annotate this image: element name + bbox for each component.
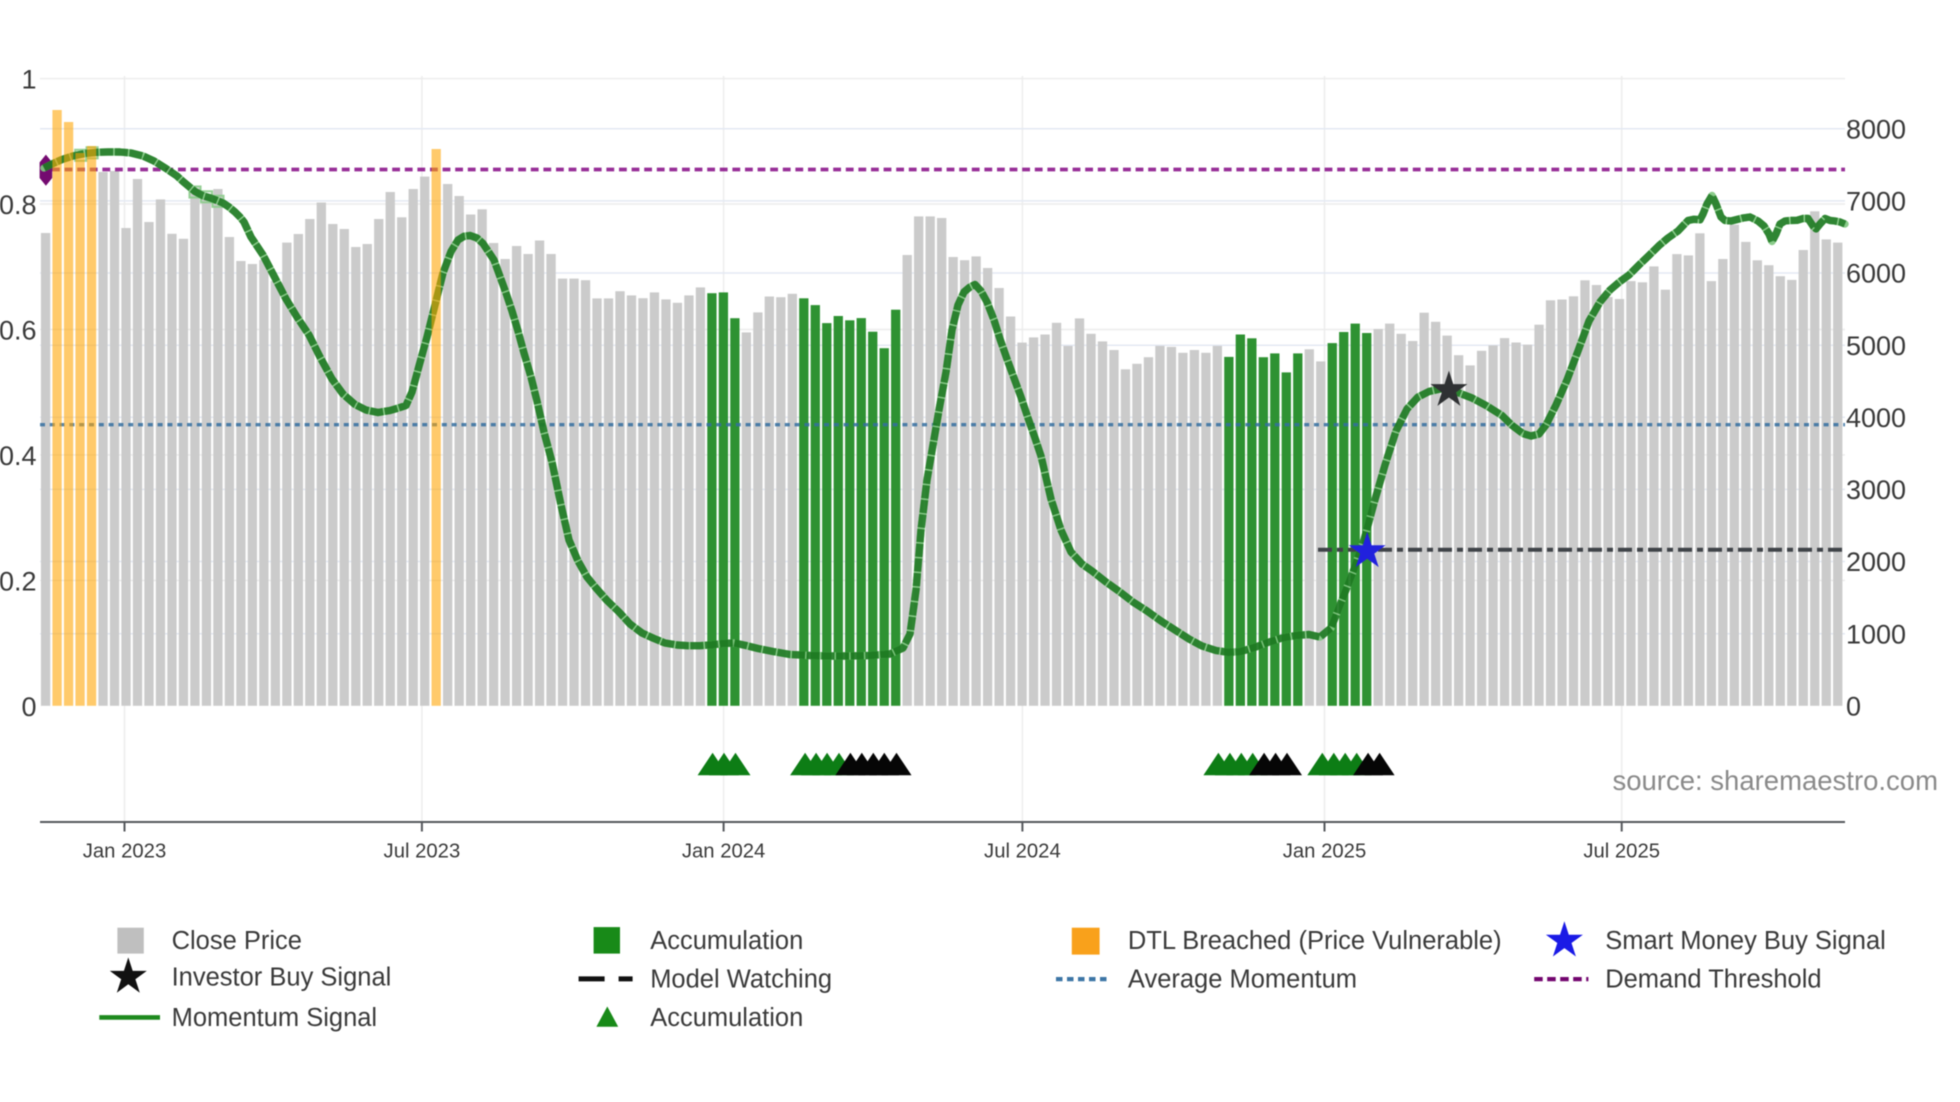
svg-text:8000: 8000: [1846, 115, 1906, 145]
svg-text:DTL Breached (Price Vulnerable: DTL Breached (Price Vulnerable): [1128, 927, 1502, 955]
svg-text:0.8: 0.8: [0, 190, 37, 220]
svg-text:0.2: 0.2: [0, 566, 37, 596]
svg-text:Jul 2023: Jul 2023: [384, 841, 461, 863]
svg-text:0.4: 0.4: [0, 441, 37, 471]
svg-text:Jan 2023: Jan 2023: [83, 841, 166, 863]
svg-text:1: 1: [21, 65, 36, 95]
svg-text:Accumulation: Accumulation: [650, 927, 803, 955]
svg-text:Momentum Signal: Momentum Signal: [172, 1004, 378, 1032]
svg-text:Smart Money Buy Signal: Smart Money Buy Signal: [1605, 927, 1886, 955]
svg-text:Demand Threshold: Demand Threshold: [1605, 966, 1821, 994]
svg-text:1000: 1000: [1846, 619, 1906, 649]
svg-text:Jan 2025: Jan 2025: [1283, 841, 1366, 863]
svg-text:Investor Buy Signal: Investor Buy Signal: [172, 964, 392, 992]
svg-text:Model Watching: Model Watching: [650, 966, 832, 994]
svg-text:0: 0: [21, 692, 36, 722]
svg-text:3000: 3000: [1846, 475, 1906, 505]
svg-text:Close Price: Close Price: [172, 927, 302, 955]
svg-text:Jan 2024: Jan 2024: [682, 841, 765, 863]
svg-text:2000: 2000: [1846, 547, 1906, 577]
svg-text:4000: 4000: [1846, 403, 1906, 433]
svg-text:7000: 7000: [1846, 187, 1906, 217]
svg-text:0: 0: [1846, 692, 1861, 722]
svg-text:Jul 2024: Jul 2024: [984, 841, 1061, 863]
svg-text:6000: 6000: [1846, 259, 1906, 289]
svg-text:Average Momentum: Average Momentum: [1128, 966, 1357, 994]
svg-text:Jul 2025: Jul 2025: [1583, 841, 1660, 863]
svg-text:Accumulation: Accumulation: [650, 1004, 803, 1032]
svg-text:source: sharemaestro.com: source: sharemaestro.com: [1612, 765, 1938, 796]
svg-text:0.6: 0.6: [0, 316, 37, 346]
svg-text:5000: 5000: [1846, 331, 1906, 361]
